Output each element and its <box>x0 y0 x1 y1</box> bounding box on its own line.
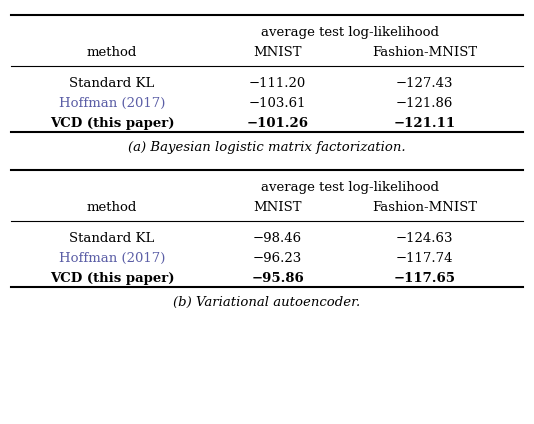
Text: average test log-likelihood: average test log-likelihood <box>261 181 439 194</box>
Text: −111.20: −111.20 <box>249 76 307 89</box>
Text: −98.46: −98.46 <box>253 232 302 245</box>
Text: Standard KL: Standard KL <box>69 232 155 245</box>
Text: Hoffman (2017): Hoffman (2017) <box>59 252 166 265</box>
Text: −95.86: −95.86 <box>252 272 304 285</box>
Text: −121.11: −121.11 <box>394 117 456 130</box>
Text: −127.43: −127.43 <box>396 76 453 89</box>
Text: MNIST: MNIST <box>254 201 302 214</box>
Text: −117.74: −117.74 <box>396 252 453 265</box>
Text: method: method <box>87 201 137 214</box>
Text: −121.86: −121.86 <box>396 97 453 110</box>
Text: −117.65: −117.65 <box>394 272 456 285</box>
Text: Standard KL: Standard KL <box>69 76 155 89</box>
Text: (b) Variational autoencoder.: (b) Variational autoencoder. <box>174 296 360 309</box>
Text: average test log-likelihood: average test log-likelihood <box>261 25 439 39</box>
Text: (a) Bayesian logistic matrix factorization.: (a) Bayesian logistic matrix factorizati… <box>128 141 406 153</box>
Text: Fashion-MNIST: Fashion-MNIST <box>372 201 477 214</box>
Text: method: method <box>87 46 137 59</box>
Text: Fashion-MNIST: Fashion-MNIST <box>372 46 477 59</box>
Text: −96.23: −96.23 <box>253 252 302 265</box>
Text: MNIST: MNIST <box>254 46 302 59</box>
Text: −103.61: −103.61 <box>249 97 307 110</box>
Text: VCD (this paper): VCD (this paper) <box>50 117 175 130</box>
Text: VCD (this paper): VCD (this paper) <box>50 272 175 285</box>
Text: −124.63: −124.63 <box>396 232 453 245</box>
Text: Hoffman (2017): Hoffman (2017) <box>59 97 166 110</box>
Text: −101.26: −101.26 <box>247 117 309 130</box>
